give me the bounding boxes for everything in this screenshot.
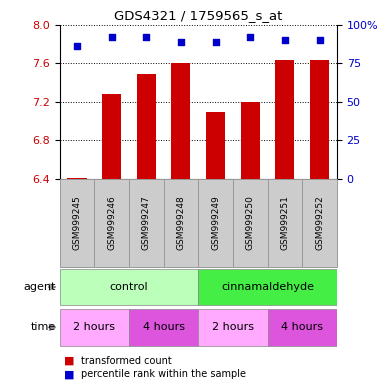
Bar: [94, 179, 129, 267]
Point: [178, 39, 184, 45]
Title: GDS4321 / 1759565_s_at: GDS4321 / 1759565_s_at: [114, 9, 283, 22]
Bar: [129, 179, 164, 267]
Bar: [241, 102, 260, 179]
Text: GSM999250: GSM999250: [246, 195, 255, 250]
Bar: [310, 61, 329, 179]
Text: agent: agent: [23, 282, 56, 292]
Bar: [268, 179, 302, 267]
Text: percentile rank within the sample: percentile rank within the sample: [81, 369, 246, 379]
Text: GSM999252: GSM999252: [315, 195, 324, 250]
Text: control: control: [110, 282, 148, 292]
Bar: [302, 179, 337, 267]
Bar: [60, 179, 94, 267]
Point: [143, 34, 149, 40]
Bar: [198, 309, 268, 346]
Bar: [102, 94, 121, 179]
Bar: [137, 74, 156, 179]
Text: transformed count: transformed count: [81, 356, 172, 366]
Bar: [171, 63, 191, 179]
Bar: [67, 178, 87, 179]
Text: GSM999245: GSM999245: [72, 195, 82, 250]
Bar: [268, 309, 337, 346]
Bar: [233, 179, 268, 267]
Text: ■: ■: [64, 369, 74, 379]
Point: [316, 37, 323, 43]
Point: [109, 34, 115, 40]
Bar: [198, 179, 233, 267]
Point: [282, 37, 288, 43]
Text: 4 hours: 4 hours: [281, 322, 323, 333]
Point: [213, 39, 219, 45]
Text: GSM999246: GSM999246: [107, 195, 116, 250]
Point: [74, 43, 80, 50]
Bar: [275, 61, 295, 179]
Bar: [60, 309, 129, 346]
Bar: [198, 269, 337, 305]
Text: time: time: [30, 322, 56, 333]
Text: GSM999248: GSM999248: [176, 195, 186, 250]
Bar: [129, 309, 198, 346]
Bar: [60, 269, 198, 305]
Text: GSM999247: GSM999247: [142, 195, 151, 250]
Text: GSM999249: GSM999249: [211, 195, 220, 250]
Text: 2 hours: 2 hours: [73, 322, 116, 333]
Text: ■: ■: [64, 356, 74, 366]
Bar: [206, 113, 225, 179]
Point: [247, 34, 253, 40]
Text: GSM999251: GSM999251: [280, 195, 290, 250]
Text: 4 hours: 4 hours: [142, 322, 185, 333]
Text: 2 hours: 2 hours: [212, 322, 254, 333]
Bar: [164, 179, 198, 267]
Text: cinnamaldehyde: cinnamaldehyde: [221, 282, 314, 292]
